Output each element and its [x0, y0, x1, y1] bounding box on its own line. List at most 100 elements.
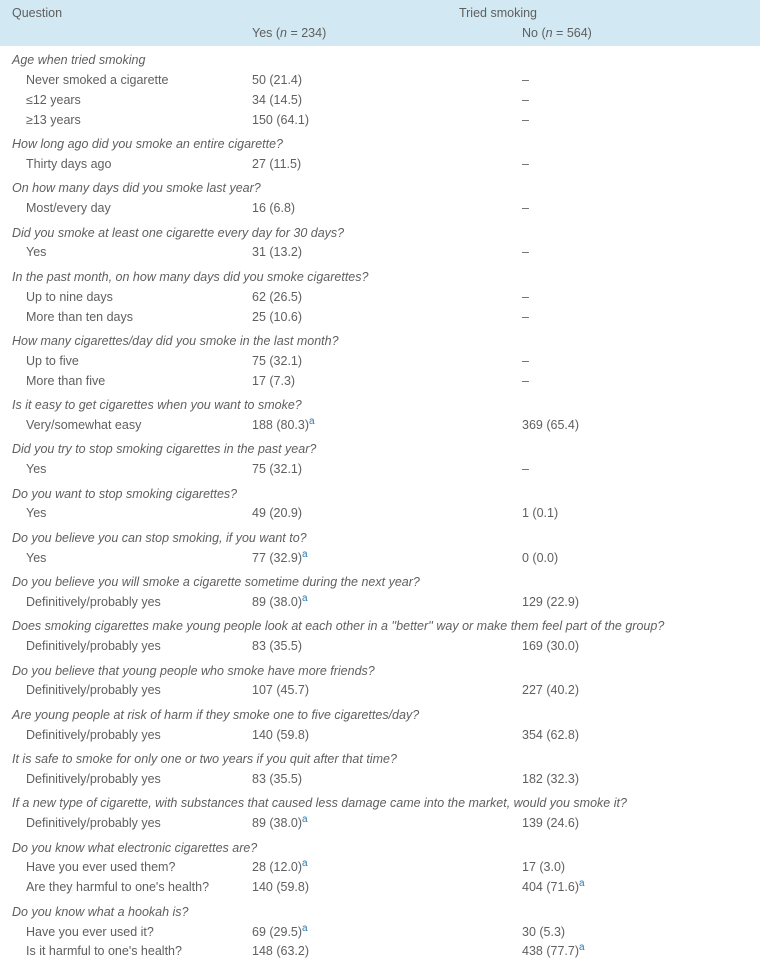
row-yes-value: 140 (59.8) — [240, 725, 510, 745]
row-no-value: – — [510, 287, 760, 307]
footnote-marker: a — [309, 416, 315, 427]
row-no-value: 354 (62.8) — [510, 725, 760, 745]
row-yes-value: 28 (12.0)a — [240, 858, 510, 878]
section-title: If a new type of cigarette, with substan… — [0, 789, 760, 813]
row-yes-value: 69 (29.5)a — [240, 922, 510, 942]
row-no-value: – — [510, 154, 760, 174]
row-yes-value: 188 (80.3)a — [240, 415, 510, 435]
row-no-value: 0 (0.0) — [510, 548, 760, 568]
header-question: Question — [0, 0, 240, 23]
row-question: Most/every day — [0, 199, 240, 219]
section-title: Do you believe you can stop smoking, if … — [0, 524, 760, 548]
row-question: Yes — [0, 460, 240, 480]
row-question: Very/somewhat easy — [0, 415, 240, 435]
table-row: Definitively/probably yes83 (35.5)182 (3… — [0, 769, 760, 789]
row-no-value: 369 (65.4) — [510, 415, 760, 435]
row-question: Definitively/probably yes — [0, 637, 240, 657]
row-question: Definitively/probably yes — [0, 769, 240, 789]
row-no-value: – — [510, 199, 760, 219]
row-no-value: – — [510, 110, 760, 130]
table-row: Definitively/probably yes83 (35.5)169 (3… — [0, 637, 760, 657]
row-yes-value: 83 (35.5) — [240, 769, 510, 789]
header-empty — [0, 23, 240, 46]
row-question: ≤12 years — [0, 90, 240, 110]
header-yes: Yes (n = 234) — [240, 23, 510, 46]
row-yes-value: 89 (38.0)a — [240, 814, 510, 834]
row-yes-value: 62 (26.5) — [240, 287, 510, 307]
row-question: Up to five — [0, 351, 240, 371]
row-question: Yes — [0, 548, 240, 568]
section-title: Did you try to stop smoking cigarettes i… — [0, 435, 760, 459]
table-row: Thirty days ago27 (11.5)– — [0, 154, 760, 174]
row-question: Are they harmful to one's health? — [0, 878, 240, 898]
section-title: Age when tried smoking — [0, 46, 760, 70]
footnote-marker: a — [302, 548, 308, 559]
section-title: It is safe to smoke for only one or two … — [0, 745, 760, 769]
table-row: Yes75 (32.1)– — [0, 460, 760, 480]
section-title: Do you believe you will smoke a cigarett… — [0, 568, 760, 592]
row-yes-value: 150 (64.1) — [240, 110, 510, 130]
table-row: Definitively/probably yes89 (38.0)a129 (… — [0, 592, 760, 612]
row-yes-value: 17 (7.3) — [240, 371, 510, 391]
row-no-value: 1 (0.1) — [510, 504, 760, 524]
row-question: Never smoked a cigarette — [0, 70, 240, 90]
row-yes-value: 107 (45.7) — [240, 681, 510, 701]
row-no-value: 30 (5.3) — [510, 922, 760, 942]
row-question: Is it harmful to one's health? — [0, 942, 240, 962]
section-title: On how many days did you smoke last year… — [0, 174, 760, 198]
row-no-value: – — [510, 460, 760, 480]
row-yes-value: 77 (32.9)a — [240, 548, 510, 568]
row-no-value: 182 (32.3) — [510, 769, 760, 789]
footnote-marker: a — [579, 878, 585, 889]
header-no: No (n = 564) — [510, 23, 760, 46]
table-row: ≥13 years150 (64.1)– — [0, 110, 760, 130]
row-yes-value: 75 (32.1) — [240, 351, 510, 371]
section-title: Do you know what a hookah is? — [0, 898, 760, 922]
row-yes-value: 34 (14.5) — [240, 90, 510, 110]
table-row: More than five17 (7.3)– — [0, 371, 760, 391]
table-row: Definitively/probably yes89 (38.0)a139 (… — [0, 814, 760, 834]
table-row: Definitively/probably yes107 (45.7)227 (… — [0, 681, 760, 701]
row-question: Definitively/probably yes — [0, 592, 240, 612]
row-no-value: – — [510, 371, 760, 391]
section-title: Is it easy to get cigarettes when you wa… — [0, 391, 760, 415]
table-row: Yes49 (20.9)1 (0.1) — [0, 504, 760, 524]
row-yes-value: 89 (38.0)a — [240, 592, 510, 612]
row-no-value: 139 (24.6) — [510, 814, 760, 834]
row-question: Thirty days ago — [0, 154, 240, 174]
section-title: Are young people at risk of harm if they… — [0, 701, 760, 725]
table-row: Yes77 (32.9)a0 (0.0) — [0, 548, 760, 568]
table-row: Definitively/probably yes140 (59.8)354 (… — [0, 725, 760, 745]
row-question: Definitively/probably yes — [0, 814, 240, 834]
row-question: Definitively/probably yes — [0, 681, 240, 701]
row-question: More than five — [0, 371, 240, 391]
row-question: Yes — [0, 504, 240, 524]
header-tried-smoking: Tried smoking — [240, 0, 760, 23]
section-title: Do you believe that young people who smo… — [0, 657, 760, 681]
footnote-marker: a — [302, 922, 308, 933]
table-row: Have you ever used it?69 (29.5)a30 (5.3) — [0, 922, 760, 942]
footnote-marker: a — [302, 814, 308, 825]
row-question: Up to nine days — [0, 287, 240, 307]
table-row: Most/every day16 (6.8)– — [0, 199, 760, 219]
table-row: Is it harmful to one's health?148 (63.2)… — [0, 942, 760, 962]
row-no-value: 404 (71.6)a — [510, 878, 760, 898]
row-yes-value: 25 (10.6) — [240, 307, 510, 327]
section-title: Did you smoke at least one cigarette eve… — [0, 219, 760, 243]
row-no-value: – — [510, 351, 760, 371]
row-no-value: 17 (3.0) — [510, 858, 760, 878]
row-no-value: – — [510, 90, 760, 110]
row-question: Have you ever used it? — [0, 922, 240, 942]
row-question: ≥13 years — [0, 110, 240, 130]
table-row: Up to five75 (32.1)– — [0, 351, 760, 371]
row-yes-value: 140 (59.8) — [240, 878, 510, 898]
table-row: Are they harmful to one's health?140 (59… — [0, 878, 760, 898]
table-row: Never smoked a cigarette50 (21.4)– — [0, 70, 760, 90]
table-row: More than ten days25 (10.6)– — [0, 307, 760, 327]
row-no-value: 227 (40.2) — [510, 681, 760, 701]
row-no-value: 129 (22.9) — [510, 592, 760, 612]
row-yes-value: 83 (35.5) — [240, 637, 510, 657]
table-row: Have you ever used them?28 (12.0)a17 (3.… — [0, 858, 760, 878]
row-question: Definitively/probably yes — [0, 725, 240, 745]
row-no-value: – — [510, 70, 760, 90]
